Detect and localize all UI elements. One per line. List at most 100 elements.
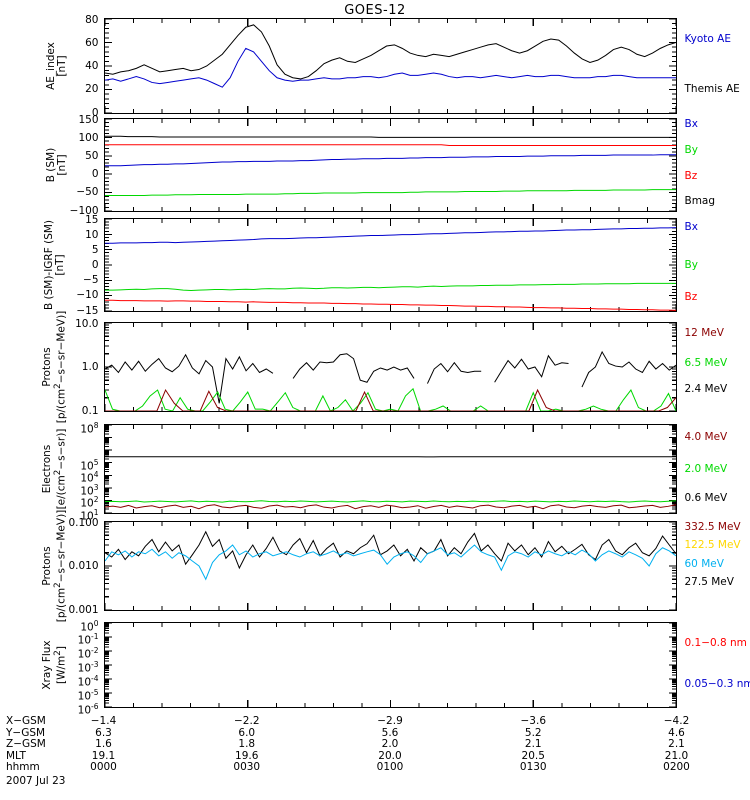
y-tick-label: 104: [80, 470, 99, 485]
axis-value: 0130: [519, 761, 547, 774]
y-tick-label: −50: [76, 186, 99, 199]
axis-value: 4.6: [668, 726, 685, 739]
y-tick-label: 102: [80, 495, 99, 510]
y-tick-label: −15: [76, 304, 99, 317]
y-tick-label: 150: [78, 113, 99, 126]
axis-value: 19.6: [235, 749, 259, 762]
y-axis-title-line2: [nT]: [56, 55, 68, 77]
y-tick-label: 50: [85, 149, 99, 162]
y-axis-title-line2: [nT]: [54, 254, 66, 276]
axis-value: −4.2: [663, 715, 690, 727]
axis-row-label-y-gsm: Y−GSM: [6, 726, 46, 739]
legend-label-b-sm-minus-igrf-2: Bz: [684, 290, 698, 303]
plot-panel-b-sm-minus-igrf: [103, 218, 677, 312]
y-tick-label: 0.1: [81, 404, 99, 417]
legend-label-protons-low-0: 12 MeV: [684, 326, 724, 339]
legend-label-ae-index-0: Kyoto AE: [684, 33, 731, 46]
y-tick-label: 0: [91, 168, 99, 181]
y-tick-label: 10: [85, 228, 99, 241]
y-tick-label: 10-1: [77, 632, 99, 647]
y-tick-label: 15: [85, 213, 99, 226]
plot-panel-protons-high: [103, 521, 677, 611]
legend-label-protons-high-0: 332.5 MeV: [684, 521, 741, 534]
y-axis-title-line2: [W/m2]: [53, 646, 68, 684]
y-tick-label: 80: [85, 13, 99, 26]
y-tick-label: −10: [76, 289, 99, 302]
legend-label-protons-low-2: 2.4 MeV: [684, 382, 728, 395]
legend-label-ae-index-1: Themis AE: [684, 83, 740, 96]
y-tick-label: 10-2: [77, 646, 99, 661]
plot-panel-xray-flux: [103, 622, 677, 708]
axis-value: 0030: [233, 761, 261, 774]
axis-value: −2.9: [377, 715, 403, 727]
axis-value: 19.1: [91, 749, 116, 762]
y-axis-title-line1: Xray Flux: [41, 640, 53, 690]
y-tick-label: 0.010: [68, 560, 99, 572]
y-tick-label: 60: [85, 36, 99, 49]
y-tick-label: 100: [80, 618, 99, 633]
legend-label-b-sm-minus-igrf-0: Bx: [684, 221, 698, 234]
axis-value: 20.0: [378, 749, 402, 762]
y-tick-label: 10-5: [77, 687, 99, 703]
axis-value: 2.1: [524, 738, 542, 751]
y-tick-label: 5: [91, 243, 99, 256]
axis-value: 0100: [376, 761, 404, 774]
y-tick-label: 10-6: [77, 701, 99, 716]
y-tick-label: 105: [80, 457, 99, 473]
y-axis-title-line1: Protons: [41, 347, 53, 387]
plot-panel-ae-index: [103, 18, 677, 114]
legend-label-protons-high-1: 122.5 MeV: [684, 539, 741, 552]
legend-label-b-sm-3: Bmag: [684, 194, 716, 207]
legend-label-xray-flux-0: 0.1−0.8 nm: [684, 636, 747, 649]
axis-value: 0000: [90, 761, 117, 774]
axis-value: 1.8: [238, 738, 256, 751]
legend-label-b-sm-1: By: [684, 143, 698, 156]
y-tick-label: 0.001: [68, 603, 99, 616]
legend-label-protons-low-1: 6.5 MeV: [684, 357, 728, 370]
plot-panel-electrons: [103, 424, 677, 514]
y-tick-label: 0: [91, 259, 99, 271]
legend-label-xray-flux-1: 0.05−0.3 nm: [684, 677, 750, 690]
y-axis-title-line2: [nT]: [56, 154, 68, 176]
plot-panel-protons-low: [103, 322, 677, 412]
y-tick-label: −5: [83, 274, 99, 287]
y-tick-label: 103: [80, 482, 99, 498]
axis-value: −1.4: [90, 715, 117, 727]
y-tick-label: 20: [85, 83, 99, 96]
axis-value: 20.5: [521, 749, 545, 762]
axis-value: 21.0: [664, 749, 689, 762]
axis-row-label-mlt: MLT: [6, 749, 26, 762]
axis-value: 5.6: [381, 726, 399, 739]
axis-row-label-z-gsm: Z−GSM: [6, 738, 46, 751]
axis-value: 1.6: [95, 738, 112, 751]
y-tick-label: 10.0: [75, 317, 99, 330]
legend-label-b-sm-minus-igrf-1: By: [684, 259, 698, 271]
y-axis-title-line2: [e/(cm2−s−sr)]: [53, 428, 68, 510]
plot-panel-b-sm: [103, 118, 677, 212]
legend-label-electrons-0: 4.0 MeV: [684, 430, 728, 443]
y-axis-title-line1: Protons: [41, 546, 53, 586]
legend-label-protons-high-3: 27.5 MeV: [684, 576, 734, 589]
y-axis-title-line1: Electrons: [41, 444, 53, 494]
y-tick-label: −100: [69, 204, 99, 217]
axis-row-label-x-gsm: X−GSM: [6, 715, 46, 727]
y-tick-label: 0: [91, 106, 99, 119]
y-tick-label: 40: [85, 60, 99, 72]
axis-value: 0200: [663, 761, 690, 774]
axis-row-label-hhmm: hhmm: [6, 761, 40, 774]
axis-value: 2.1: [668, 738, 685, 751]
date-stamp: 2007 Jul 23: [6, 775, 66, 787]
y-tick-label: 1.0: [81, 361, 99, 373]
y-tick-label: 0.100: [68, 516, 99, 529]
axis-value: −3.6: [520, 715, 547, 727]
page-title: GOES-12: [344, 3, 406, 18]
y-tick-label: 108: [80, 420, 99, 435]
axis-value: 6.3: [95, 726, 112, 739]
axis-value: −2.2: [234, 715, 260, 727]
legend-label-electrons-2: 0.6 MeV: [684, 491, 728, 504]
legend-label-electrons-1: 2.0 MeV: [684, 463, 728, 475]
legend-label-b-sm-0: Bx: [684, 117, 698, 130]
y-tick-label: 100: [78, 131, 99, 144]
legend-label-b-sm-2: Bz: [684, 170, 698, 183]
